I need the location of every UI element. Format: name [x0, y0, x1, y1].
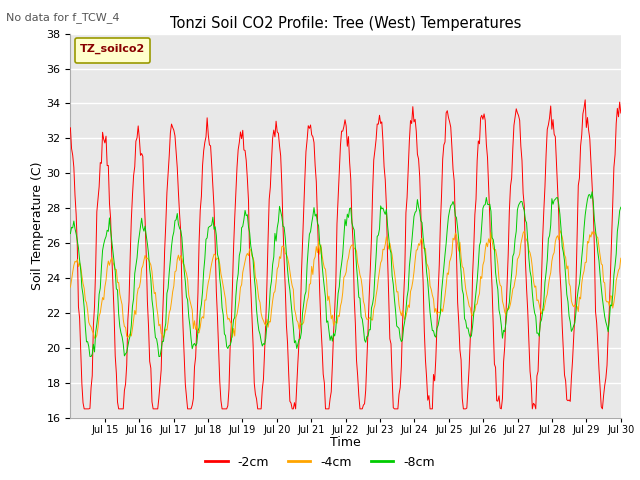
X-axis label: Time: Time: [330, 436, 361, 449]
Title: Tonzi Soil CO2 Profile: Tree (West) Temperatures: Tonzi Soil CO2 Profile: Tree (West) Temp…: [170, 16, 522, 31]
Y-axis label: Soil Temperature (C): Soil Temperature (C): [31, 161, 44, 290]
Legend: : [76, 38, 150, 63]
Text: No data for f_TCW_4: No data for f_TCW_4: [6, 12, 120, 23]
Legend: -2cm, -4cm, -8cm: -2cm, -4cm, -8cm: [200, 451, 440, 474]
